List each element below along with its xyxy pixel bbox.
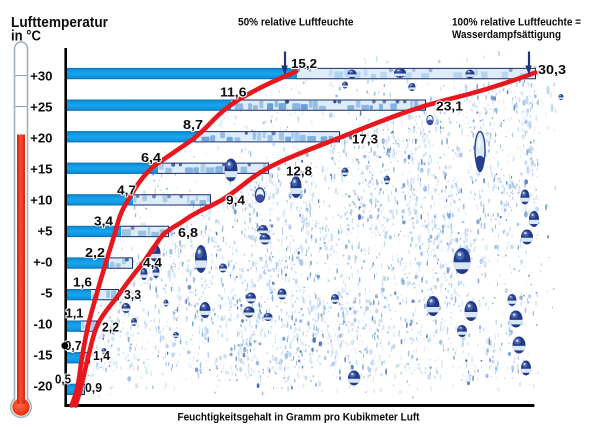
svg-text:+10: +10 — [30, 193, 52, 208]
svg-text:+15: +15 — [30, 161, 52, 176]
svg-text:in °C: in °C — [11, 29, 41, 45]
svg-text:+25: +25 — [30, 99, 52, 114]
svg-text:12,8: 12,8 — [286, 164, 312, 179]
svg-text:15,2: 15,2 — [291, 56, 317, 71]
svg-text:+-0: +-0 — [33, 255, 52, 270]
svg-text:+30: +30 — [30, 68, 52, 83]
svg-text:-5: -5 — [41, 286, 53, 301]
svg-text:23,1: 23,1 — [436, 99, 463, 114]
svg-text:8,7: 8,7 — [183, 117, 203, 132]
svg-text:3,3: 3,3 — [124, 287, 141, 302]
svg-text:+20: +20 — [30, 130, 52, 145]
svg-text:-20: -20 — [33, 379, 52, 394]
svg-text:1,1: 1,1 — [66, 306, 84, 321]
svg-text:1,6: 1,6 — [73, 275, 92, 290]
svg-text:2,2: 2,2 — [85, 245, 105, 260]
svg-text:6,8: 6,8 — [178, 225, 198, 240]
svg-text:-15: -15 — [33, 348, 52, 363]
svg-text:0,5: 0,5 — [55, 372, 71, 387]
svg-text:11,6: 11,6 — [220, 85, 247, 100]
svg-text:30,3: 30,3 — [538, 62, 566, 77]
svg-text:-10: -10 — [33, 317, 52, 332]
svg-text:Wasserdampfsättigung: Wasserdampfsättigung — [452, 29, 561, 41]
svg-text:1,4: 1,4 — [93, 348, 111, 363]
svg-text:Lufttemperatur: Lufttemperatur — [11, 15, 108, 31]
svg-text:Feuchtigkeitsgehalt in Gramm p: Feuchtigkeitsgehalt in Gramm pro Kubikme… — [178, 412, 420, 424]
svg-text:3,4: 3,4 — [94, 214, 114, 229]
svg-text:17,3: 17,3 — [352, 132, 378, 147]
svg-text:9,4: 9,4 — [226, 193, 246, 208]
svg-text:100% relative Luftfeuchte =: 100% relative Luftfeuchte = — [452, 16, 581, 28]
svg-text:2,2: 2,2 — [102, 320, 119, 335]
svg-text:50% relative Luftfeuchte: 50% relative Luftfeuchte — [238, 17, 354, 29]
svg-text:0,9: 0,9 — [85, 380, 102, 395]
svg-text:6,4: 6,4 — [141, 150, 162, 165]
svg-text:0,7: 0,7 — [65, 338, 82, 353]
svg-text:4,4: 4,4 — [143, 255, 163, 270]
svg-text:+5: +5 — [37, 224, 52, 239]
svg-text:4,7: 4,7 — [117, 183, 136, 198]
